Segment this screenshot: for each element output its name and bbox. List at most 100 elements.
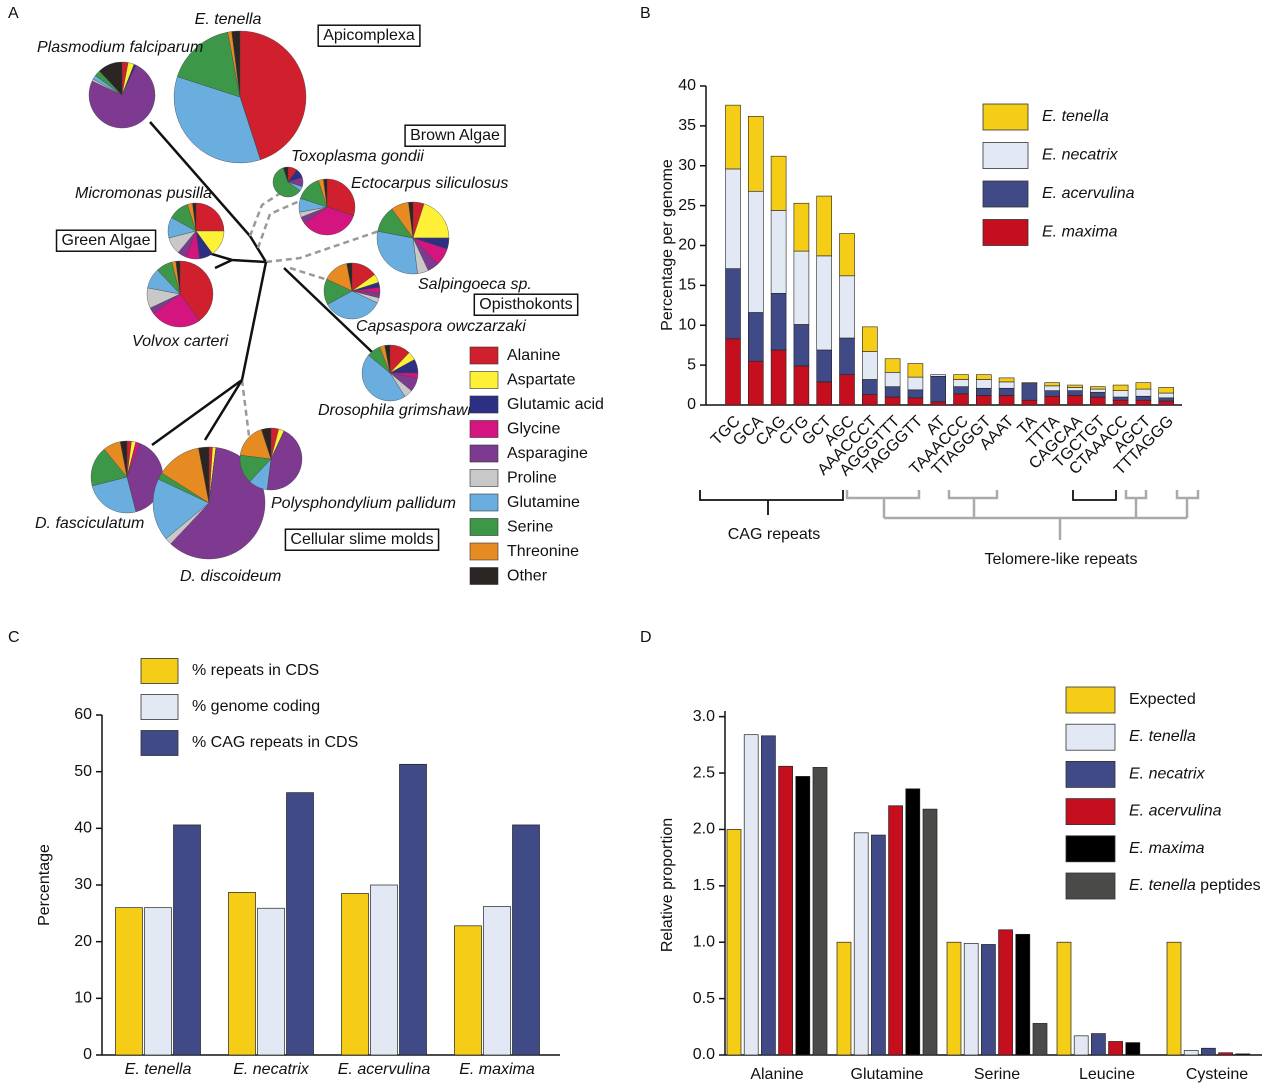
legend-label: E. necatrix xyxy=(1129,766,1206,783)
pie-slice xyxy=(266,430,303,491)
y-tick-label: 1.0 xyxy=(693,933,715,950)
pie-slice xyxy=(231,30,241,98)
x-tick-label: E. tenella xyxy=(125,1061,192,1078)
y-axis-title: Percentage xyxy=(36,844,53,926)
bar-segment xyxy=(975,374,992,380)
bar-segment xyxy=(861,394,878,406)
bar-segment xyxy=(907,397,924,406)
group-label: Apicomplexa xyxy=(323,27,415,44)
bar-segment xyxy=(1112,384,1129,391)
species-label: Micromonas pusilla xyxy=(75,185,212,202)
bar xyxy=(761,735,776,1056)
legend-swatch xyxy=(140,694,179,720)
bar xyxy=(115,907,143,1056)
x-tick-label: Serine xyxy=(974,1066,1020,1083)
bar xyxy=(963,942,979,1056)
legend-label: Serine xyxy=(507,519,553,536)
bar-segment xyxy=(1135,399,1152,406)
bar-segment xyxy=(884,372,901,387)
legend-label: Glutamine xyxy=(507,494,580,511)
legend-swatch xyxy=(1065,761,1116,788)
brackets xyxy=(699,490,1200,540)
bar xyxy=(1183,1050,1199,1056)
x-tick-label: Alanine xyxy=(750,1066,803,1083)
legend-label: Threonine xyxy=(507,543,579,560)
plain-part: peptides xyxy=(1196,877,1261,894)
legend-swatch xyxy=(1065,835,1116,863)
bar-segment xyxy=(975,387,992,396)
species-label: Volvox carteri xyxy=(132,333,229,350)
y-tick-label: 30 xyxy=(74,876,92,893)
bar-segment xyxy=(998,377,1015,383)
species-label: D. discoideum xyxy=(180,568,281,585)
tree-branch xyxy=(240,379,254,461)
x-tick-label: Glutamine xyxy=(851,1066,924,1083)
tree-branch xyxy=(248,190,283,237)
pie-slice xyxy=(176,31,241,98)
bar xyxy=(399,763,427,1056)
bar xyxy=(795,776,811,1056)
group-label: Opisthokonts xyxy=(479,296,572,313)
y-tick-label: 30 xyxy=(678,157,696,174)
bar xyxy=(812,767,828,1056)
tree-branch xyxy=(203,379,244,441)
bar-segment xyxy=(953,386,969,395)
pie-slice xyxy=(304,206,354,236)
bar-segment xyxy=(747,360,764,406)
bar-segment xyxy=(770,155,787,211)
legend-label: E. tenella xyxy=(1042,108,1109,125)
bar-segment xyxy=(816,349,833,383)
bar xyxy=(922,808,938,1056)
bar-segment xyxy=(1135,382,1152,390)
bar xyxy=(341,893,369,1056)
legend-label: Alanine xyxy=(507,347,560,364)
y-tick-label: 20 xyxy=(678,237,696,254)
bar-segment xyxy=(1067,387,1083,391)
italic-part: E. maxima xyxy=(1129,840,1205,857)
pie-slice xyxy=(152,478,210,539)
bracket xyxy=(845,490,921,518)
bracket xyxy=(884,516,1187,540)
bar xyxy=(998,929,1013,1056)
legend-label: Glutamic acid xyxy=(507,396,604,413)
italic-part: E. acervulina xyxy=(1042,185,1135,202)
species-label: Toxoplasma gondii xyxy=(291,148,424,165)
bar-segment xyxy=(1021,383,1038,401)
legend-swatch xyxy=(469,444,499,463)
bar-segment xyxy=(1067,390,1083,396)
x-tick-label: E. acervulina xyxy=(338,1061,431,1078)
bar-segment xyxy=(725,338,741,406)
bar-segment xyxy=(839,233,855,277)
bar-segment xyxy=(816,195,833,257)
group-label: Green Algae xyxy=(62,232,151,249)
bar-segment xyxy=(839,275,855,339)
y-tick-label: 0.5 xyxy=(693,990,715,1007)
bar-segment xyxy=(725,268,741,340)
bar-segment xyxy=(1158,400,1174,406)
bar-segment xyxy=(861,351,878,380)
y-tick-label: 3.0 xyxy=(693,708,715,725)
x-tick-label: E. maxima xyxy=(459,1061,535,1078)
bar xyxy=(1201,1047,1216,1056)
bar-segment xyxy=(770,349,787,406)
y-tick-label: 20 xyxy=(74,933,92,950)
pie-slice xyxy=(412,203,450,239)
bar-segment xyxy=(884,386,901,398)
bar xyxy=(144,907,172,1056)
bar-segment xyxy=(1090,391,1106,398)
y-tick-label: 0 xyxy=(687,396,696,413)
pie-slice xyxy=(173,76,261,164)
bar-segment xyxy=(907,363,924,378)
bar-segment xyxy=(839,374,855,406)
bar-segment xyxy=(998,395,1015,406)
pie-slice xyxy=(179,260,214,321)
pie-slice xyxy=(153,293,200,328)
italic-part: E. necatrix xyxy=(1042,147,1119,164)
bar-segment xyxy=(1044,395,1060,406)
bar xyxy=(1032,1023,1048,1056)
pie-slice xyxy=(361,354,406,402)
bar-segment xyxy=(1135,388,1152,397)
bar-segment xyxy=(1158,397,1174,402)
bar-segment xyxy=(1158,392,1174,399)
